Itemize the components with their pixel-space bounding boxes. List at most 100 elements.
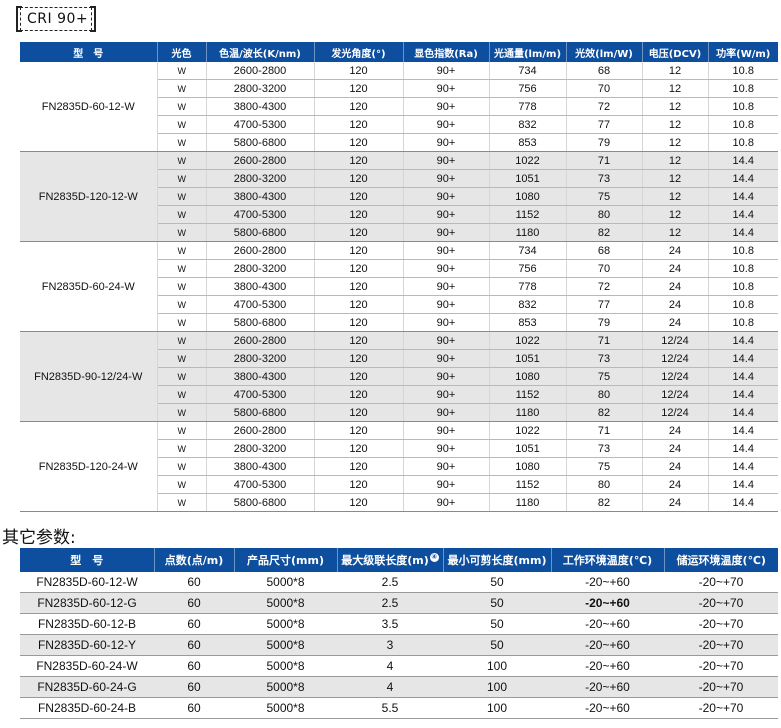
table-cell: -20~+70 xyxy=(664,697,778,719)
table-cell: W xyxy=(157,313,206,332)
table-cell: 50 xyxy=(443,634,551,656)
table-cell: 120 xyxy=(313,439,403,458)
table-row: FN2835D-90-12/24-W W 2600-2800 120 90+ 1022 71… xyxy=(20,331,778,422)
table-cell: 60 xyxy=(154,613,234,635)
table-cell: 14.4 xyxy=(707,331,778,350)
table-cell: 90+ xyxy=(402,115,489,134)
table-cell: 10.8 xyxy=(707,259,778,278)
column-header: 电压(DCV) xyxy=(642,42,709,62)
table-cell: 5000*8 xyxy=(234,592,337,614)
table-cell: 14.4 xyxy=(707,187,778,206)
table-cell: 120 xyxy=(313,205,403,224)
table-cell: W xyxy=(157,115,206,134)
table-cell: 14.4 xyxy=(707,223,778,242)
table-cell: 120 xyxy=(313,457,403,476)
table-cell: 14.4 xyxy=(707,151,778,170)
column-header-label: 产品尺寸(mm) xyxy=(247,554,324,567)
table-cell: 4 xyxy=(337,655,443,677)
table-cell: 120 xyxy=(313,349,403,368)
table-cell: 14.4 xyxy=(707,205,778,224)
table-row: W 4700-5300 120 90+ 832 77 12 10.8 xyxy=(20,115,778,134)
table-cell: 90+ xyxy=(402,385,489,404)
table-cell: W xyxy=(157,349,206,368)
table-cell: W xyxy=(157,187,206,206)
column-header: 最小可剪长度(mm) xyxy=(443,548,552,572)
table-cell: 5000*8 xyxy=(234,634,337,656)
table-cell: 853 xyxy=(488,313,566,332)
table-cell: -20~+60 xyxy=(551,655,664,677)
table-cell: 68 xyxy=(565,62,642,80)
table-cell: 12 xyxy=(641,151,708,170)
bracket-right-decoration xyxy=(90,6,96,32)
column-header: 光效(lm/W) xyxy=(566,42,643,62)
table-row: W 2800-3200 120 90+ 1051 73 12 14.4 xyxy=(20,169,778,188)
table-cell: -20~+60 xyxy=(551,592,664,614)
table-cell: 120 xyxy=(313,79,403,98)
table-cell: 90+ xyxy=(402,277,489,296)
table-cell: 734 xyxy=(488,241,566,260)
table-cell: 12 xyxy=(641,187,708,206)
table-row: FN2835D-60-24-W W 2600-2800 120 90+ 734 68 24 10… xyxy=(20,241,778,332)
table-cell: 50 xyxy=(443,572,551,593)
table-row: W 2800-3200 120 90+ 1051 73 24 14.4 xyxy=(20,439,778,458)
table-cell: 77 xyxy=(565,295,642,314)
column-header: 点数(点/m) xyxy=(154,548,235,572)
column-header: 产品尺寸(mm) xyxy=(234,548,338,572)
table-cell: 70 xyxy=(565,259,642,278)
model-cell: FN2835D-60-24-W xyxy=(20,241,158,332)
other-params-title: 其它参数: xyxy=(2,528,76,548)
table-cell: 3800-4300 xyxy=(205,97,314,116)
table-cell: 90+ xyxy=(402,259,489,278)
table-cell: 90+ xyxy=(402,62,489,80)
table-row: W 3800-4300 120 90+ 1080 75 12 14.4 xyxy=(20,187,778,206)
table-cell: 10.8 xyxy=(707,313,778,332)
table-cell: 3 xyxy=(337,634,443,656)
table-row: W 5800-6800 120 90+ 1180 82 12 14.4 xyxy=(20,223,778,242)
table-cell: W xyxy=(157,493,206,512)
note-marker: ④ xyxy=(429,553,439,563)
column-header: 最大级联长度(m) ④ xyxy=(337,548,444,572)
table-cell: 756 xyxy=(488,259,566,278)
table-cell: 14.4 xyxy=(707,385,778,404)
table-cell: 12 xyxy=(641,133,708,152)
table-cell: 832 xyxy=(488,115,566,134)
table-cell: 24 xyxy=(641,313,708,332)
table-cell: 120 xyxy=(313,62,403,80)
table-cell: 24 xyxy=(641,439,708,458)
model-cell: FN2835D-60-12-W xyxy=(20,62,158,152)
table-row: W 2800-3200 120 90+ 1051 73 12/24 14.4 xyxy=(20,349,778,368)
table-cell: 90+ xyxy=(402,205,489,224)
table-cell: 90+ xyxy=(402,349,489,368)
table-cell: 73 xyxy=(565,169,642,188)
table-cell: 10.8 xyxy=(707,62,778,80)
table-cell: 10.8 xyxy=(707,79,778,98)
table-cell: 2800-3200 xyxy=(205,79,314,98)
table-cell: 734 xyxy=(488,62,566,80)
table-cell: 120 xyxy=(313,295,403,314)
table-row: FN2835D-60-24-G 60 5000*8 4 100 -20~+60 -20~+7… xyxy=(20,676,778,698)
table-cell: 4 xyxy=(337,676,443,698)
table-cell: 120 xyxy=(313,259,403,278)
table-cell: 24 xyxy=(641,295,708,314)
table-cell: 60 xyxy=(154,592,234,614)
table-cell: 12/24 xyxy=(641,403,708,422)
table-cell: FN2835D-60-12-G xyxy=(20,592,154,614)
table-cell: W xyxy=(157,439,206,458)
table-cell: 90+ xyxy=(402,313,489,332)
table-cell: W xyxy=(157,475,206,494)
table-cell: 120 xyxy=(313,115,403,134)
table-cell: -20~+70 xyxy=(664,592,778,614)
table-cell: W xyxy=(157,457,206,476)
table-cell: 90+ xyxy=(402,241,489,260)
table-cell: 75 xyxy=(565,457,642,476)
table-cell: 60 xyxy=(154,634,234,656)
table-cell: 50 xyxy=(443,592,551,614)
table-cell: 2600-2800 xyxy=(205,62,314,80)
table-cell: 80 xyxy=(565,475,642,494)
column-header: 光色 xyxy=(157,42,207,62)
table-cell: 2.5 xyxy=(337,592,443,614)
table-cell: 14.4 xyxy=(707,367,778,386)
table-cell: 853 xyxy=(488,133,566,152)
table-cell: 71 xyxy=(565,421,642,440)
table-row: W 2800-3200 120 90+ 756 70 12 10.8 xyxy=(20,79,778,98)
